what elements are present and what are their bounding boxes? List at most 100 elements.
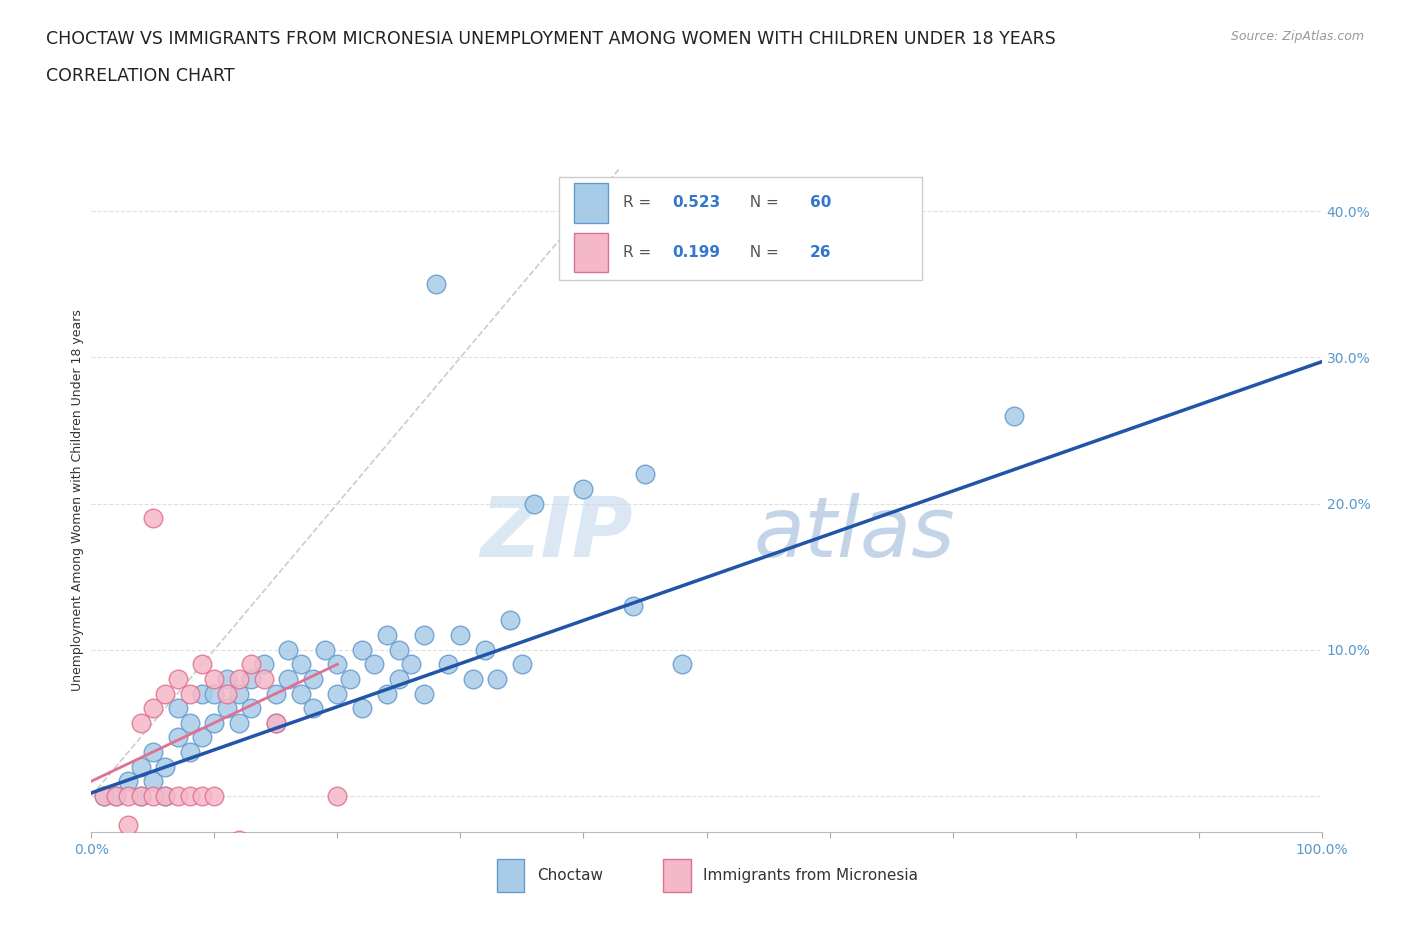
Point: [166, 730, 188, 745]
Point: [117, 789, 139, 804]
Point: [166, 789, 188, 804]
Point: [142, 511, 165, 525]
Point: [129, 715, 152, 730]
Point: [461, 671, 484, 686]
Point: [437, 657, 460, 671]
Point: [253, 657, 276, 671]
Text: CORRELATION CHART: CORRELATION CHART: [46, 67, 235, 85]
Point: [375, 628, 398, 643]
Point: [228, 832, 250, 847]
Point: [1002, 408, 1025, 423]
Text: 60: 60: [810, 195, 831, 210]
Point: [375, 686, 398, 701]
Bar: [574, 182, 607, 222]
Point: [129, 789, 152, 804]
Point: [326, 657, 349, 671]
Bar: [664, 859, 690, 892]
Point: [314, 643, 336, 658]
Point: [153, 759, 177, 774]
Point: [474, 643, 496, 658]
Text: ZIP: ZIP: [479, 493, 633, 574]
Point: [179, 789, 201, 804]
Y-axis label: Unemployment Among Women with Children Under 18 years: Unemployment Among Women with Children U…: [72, 309, 84, 691]
Point: [240, 671, 263, 686]
Point: [388, 671, 411, 686]
Point: [117, 774, 139, 789]
Point: [202, 686, 225, 701]
Point: [412, 686, 434, 701]
Text: R =: R =: [623, 245, 657, 260]
Point: [228, 686, 250, 701]
Point: [153, 789, 177, 804]
Point: [142, 789, 165, 804]
Point: [215, 671, 238, 686]
Point: [290, 686, 312, 701]
Point: [191, 730, 214, 745]
Point: [166, 700, 188, 715]
Point: [105, 789, 127, 804]
Point: [388, 643, 411, 658]
Point: [142, 700, 165, 715]
Point: [202, 715, 225, 730]
Point: [240, 700, 263, 715]
Point: [621, 598, 644, 613]
Point: [510, 657, 533, 671]
Point: [142, 774, 165, 789]
Point: [253, 671, 276, 686]
Text: 0.199: 0.199: [672, 245, 720, 260]
Point: [166, 671, 188, 686]
Text: Choctaw: Choctaw: [537, 868, 603, 884]
Point: [93, 789, 115, 804]
Point: [202, 789, 225, 804]
Point: [179, 745, 201, 760]
Point: [399, 657, 422, 671]
Point: [191, 657, 214, 671]
Point: [93, 789, 115, 804]
Point: [425, 277, 447, 292]
Point: [191, 686, 214, 701]
Text: atlas: atlas: [754, 493, 955, 574]
Point: [523, 496, 546, 511]
Point: [105, 789, 127, 804]
Text: N =: N =: [740, 245, 783, 260]
Text: Immigrants from Micronesia: Immigrants from Micronesia: [703, 868, 918, 884]
Point: [352, 700, 374, 715]
Point: [277, 671, 299, 686]
Point: [264, 715, 287, 730]
Text: N =: N =: [740, 195, 783, 210]
Bar: [498, 859, 524, 892]
Point: [449, 628, 471, 643]
Point: [129, 759, 152, 774]
Bar: [574, 232, 607, 272]
Point: [228, 671, 250, 686]
Point: [572, 482, 595, 497]
Text: 0.523: 0.523: [672, 195, 720, 210]
Point: [228, 715, 250, 730]
Point: [129, 789, 152, 804]
Point: [301, 700, 323, 715]
Point: [117, 817, 139, 832]
Point: [671, 657, 693, 671]
Point: [352, 643, 374, 658]
Point: [153, 789, 177, 804]
Text: 26: 26: [810, 245, 831, 260]
Point: [264, 715, 287, 730]
Point: [326, 789, 349, 804]
Point: [339, 671, 361, 686]
Text: R =: R =: [623, 195, 657, 210]
Point: [240, 657, 263, 671]
Point: [215, 700, 238, 715]
Text: Source: ZipAtlas.com: Source: ZipAtlas.com: [1230, 30, 1364, 43]
Point: [142, 745, 165, 760]
Point: [153, 686, 177, 701]
Point: [412, 628, 434, 643]
Point: [363, 657, 385, 671]
Point: [215, 686, 238, 701]
Point: [486, 671, 509, 686]
Point: [290, 657, 312, 671]
Point: [326, 686, 349, 701]
Point: [202, 671, 225, 686]
Point: [301, 671, 323, 686]
Point: [277, 643, 299, 658]
Point: [179, 715, 201, 730]
